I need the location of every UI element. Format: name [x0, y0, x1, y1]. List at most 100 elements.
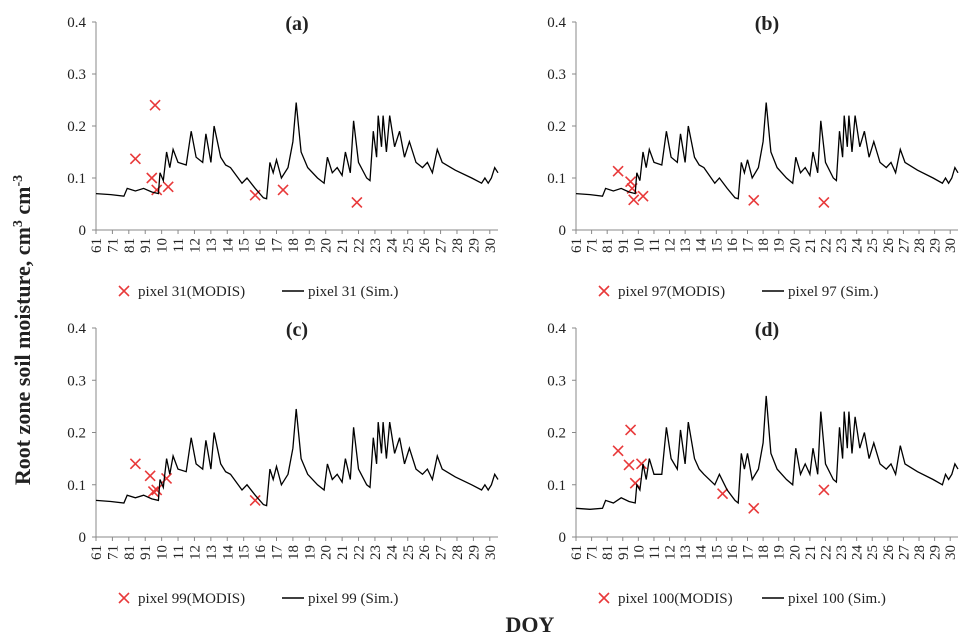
marker: [598, 592, 610, 604]
x-tick-label: 10: [631, 238, 647, 253]
y-tick-label: 0.3: [67, 67, 86, 83]
y-tick-label: 0.1: [67, 171, 86, 187]
legend-label: pixel 97 (Sim.): [788, 284, 878, 300]
x-tick-label: 11: [171, 238, 187, 252]
marker: [716, 488, 729, 500]
x-tick-label: 25: [401, 545, 417, 560]
marker: [118, 285, 130, 297]
x-tick-label: 24: [384, 238, 400, 254]
x-tick-label: 30: [483, 238, 499, 253]
marker: [129, 458, 141, 470]
x-tick-label: 25: [865, 238, 881, 253]
x-tick-label: 21: [803, 238, 819, 253]
x-tick-label: 91: [138, 545, 154, 560]
x-tick-label: 71: [105, 238, 121, 253]
x-tick-label: 23: [368, 545, 384, 560]
x-tick-label: 30: [483, 545, 499, 560]
x-tick-label: 22: [818, 238, 834, 253]
x-tick-label: 16: [253, 238, 269, 254]
x-tick-label: 81: [600, 545, 616, 560]
marker: [818, 484, 830, 496]
x-tick-label: 81: [600, 238, 616, 253]
marker: [598, 285, 610, 297]
x-tick-label: 16: [253, 545, 269, 561]
marker: [623, 459, 635, 471]
y-tick-label: 0.3: [67, 373, 86, 389]
y-tick-label: 0.4: [67, 321, 86, 337]
x-tick-label: 71: [105, 545, 121, 560]
marker: [160, 472, 173, 485]
x-tick-label: 19: [772, 545, 788, 560]
legend-label: pixel 31 (Sim.): [308, 284, 398, 300]
panel-title: (a): [285, 13, 308, 35]
x-tick-label: 15: [709, 545, 725, 560]
x-tick-label: 27: [896, 545, 912, 561]
x-tick-label: 26: [417, 238, 433, 254]
marker: [625, 424, 637, 436]
marker: [748, 502, 760, 514]
x-tick-label: 16: [725, 545, 741, 561]
y-tick-label: 0.1: [547, 478, 566, 494]
marker: [151, 484, 163, 496]
panel-title: (c): [286, 319, 308, 341]
x-tick-label: 21: [803, 545, 819, 560]
x-tick-label: 11: [171, 545, 187, 559]
marker: [635, 458, 648, 470]
x-tick-label: 18: [756, 545, 772, 560]
marker: [351, 196, 363, 209]
x-tick-label: 28: [912, 545, 928, 560]
x-tick-label: 10: [155, 238, 171, 253]
y-tick-label: 0.3: [547, 373, 566, 389]
marker: [162, 181, 174, 193]
x-tick-label: 15: [237, 238, 253, 253]
x-tick-label: 14: [220, 238, 236, 254]
x-tick-label: 24: [384, 545, 400, 561]
y-tick-label: 0.2: [547, 426, 566, 442]
x-tick-label: 17: [269, 545, 285, 561]
x-tick-label: 27: [434, 238, 450, 254]
x-tick-label: 30: [943, 238, 959, 253]
sim-line: [95, 102, 499, 200]
x-tick-label: 25: [865, 545, 881, 560]
x-tick-label: 26: [417, 545, 433, 561]
marker: [146, 172, 158, 184]
x-tick-label: 26: [881, 238, 897, 254]
legend-label: pixel 97(MODIS): [618, 284, 725, 300]
x-tick-label: 16: [725, 238, 741, 254]
marker: [625, 176, 637, 188]
marker: [629, 477, 641, 489]
x-tick-label: 20: [787, 238, 803, 253]
x-tick-label: 24: [850, 545, 866, 561]
x-tick-label: 91: [138, 238, 154, 253]
marker: [118, 592, 130, 604]
x-tick-label: 20: [319, 545, 335, 560]
x-tick-label: 28: [450, 545, 466, 560]
x-tick-label: 18: [756, 238, 772, 253]
x-tick-label: 21: [335, 545, 351, 560]
y-label-sup: -3: [11, 175, 26, 187]
marker: [748, 194, 760, 206]
x-tick-label: 13: [678, 238, 694, 253]
y-tick-label: 0.4: [547, 15, 566, 31]
x-tick-label: 11: [647, 545, 663, 559]
x-tick-label: 20: [787, 545, 803, 560]
x-tick-label: 10: [631, 545, 647, 560]
x-tick-label: 71: [585, 238, 601, 253]
x-tick-label: 12: [663, 545, 679, 560]
y-tick-label: 0.4: [67, 15, 86, 31]
x-tick-label: 22: [818, 545, 834, 560]
x-tick-label: 11: [647, 238, 663, 252]
panel-title: (b): [755, 13, 779, 35]
x-tick-label: 23: [834, 545, 850, 560]
marker: [147, 485, 159, 498]
x-tick-label: 26: [881, 545, 897, 561]
x-tick-label: 29: [466, 238, 482, 253]
marker: [612, 165, 624, 177]
x-tick-label: 27: [434, 545, 450, 561]
marker: [818, 196, 830, 209]
x-tick-label: 23: [368, 238, 384, 253]
marker: [637, 190, 649, 202]
x-tick-label: 15: [709, 238, 725, 253]
y-tick-label: 0.3: [547, 67, 566, 83]
x-tick-label: 20: [319, 238, 335, 253]
